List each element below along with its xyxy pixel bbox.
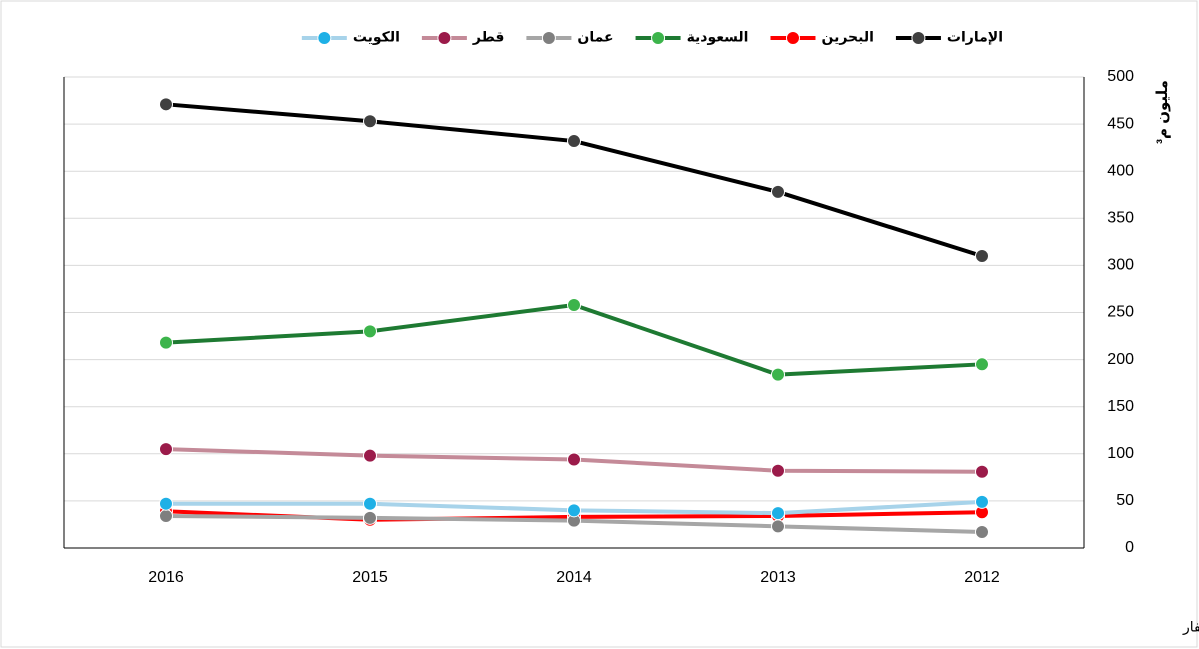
legend-label[interactable]: قطر bbox=[472, 29, 505, 46]
y-tick-label: 0 bbox=[1125, 539, 1134, 556]
y-tick-label: 450 bbox=[1107, 115, 1134, 132]
data-point bbox=[975, 524, 989, 539]
legend-label[interactable]: السعودية bbox=[687, 29, 749, 46]
data-point bbox=[975, 248, 989, 263]
y-tick-label: 500 bbox=[1107, 68, 1134, 85]
y-tick-label: 50 bbox=[1116, 492, 1134, 509]
legend-marker bbox=[541, 31, 556, 45]
data-point bbox=[567, 297, 581, 312]
legend-marker bbox=[317, 31, 332, 45]
legend-marker bbox=[785, 31, 800, 45]
legend-label[interactable]: البحرين bbox=[821, 29, 873, 46]
legend-label[interactable]: الإمارات bbox=[947, 29, 1003, 46]
y-tick-label: 400 bbox=[1107, 162, 1134, 179]
data-point bbox=[771, 367, 785, 382]
x-tick-label: 2015 bbox=[352, 569, 388, 586]
data-point bbox=[567, 452, 581, 467]
data-point bbox=[363, 114, 377, 129]
y-tick-label: 100 bbox=[1107, 445, 1134, 462]
legend-label[interactable]: الكويت bbox=[353, 29, 400, 46]
data-point bbox=[363, 496, 377, 511]
legend-marker bbox=[911, 31, 926, 45]
y-tick-label: 300 bbox=[1107, 257, 1134, 274]
data-point bbox=[159, 442, 173, 457]
data-point bbox=[975, 494, 989, 509]
legend-marker bbox=[437, 31, 452, 45]
data-point bbox=[159, 496, 173, 511]
data-point bbox=[363, 510, 377, 525]
data-point bbox=[159, 97, 173, 112]
x-tick-label: 2013 bbox=[760, 569, 796, 586]
data-point bbox=[363, 324, 377, 339]
data-point bbox=[975, 357, 989, 372]
data-point bbox=[159, 335, 173, 350]
x-tick-label: 2012 bbox=[964, 569, 1000, 586]
y-tick-label: 200 bbox=[1107, 351, 1134, 368]
data-point bbox=[363, 448, 377, 463]
x-tick-label: 2016 bbox=[148, 569, 184, 586]
legend-marker bbox=[651, 31, 666, 45]
data-point bbox=[159, 508, 173, 523]
y-tick-label: 350 bbox=[1107, 210, 1134, 227]
y-tick-label: 150 bbox=[1107, 398, 1134, 415]
footnote: بيانات عمان لا تشمل محافظة ظفار bbox=[1182, 619, 1199, 636]
y-tick-label: 250 bbox=[1107, 304, 1134, 321]
data-point bbox=[771, 184, 785, 199]
y-axis-label: مليون م³ bbox=[1154, 80, 1171, 144]
data-point bbox=[771, 519, 785, 534]
data-point bbox=[975, 464, 989, 479]
x-tick-label: 2014 bbox=[556, 569, 592, 586]
legend-label[interactable]: عمان bbox=[577, 29, 613, 45]
data-point bbox=[771, 463, 785, 478]
data-point bbox=[567, 503, 581, 518]
data-point bbox=[567, 134, 581, 149]
data-point bbox=[771, 506, 785, 521]
